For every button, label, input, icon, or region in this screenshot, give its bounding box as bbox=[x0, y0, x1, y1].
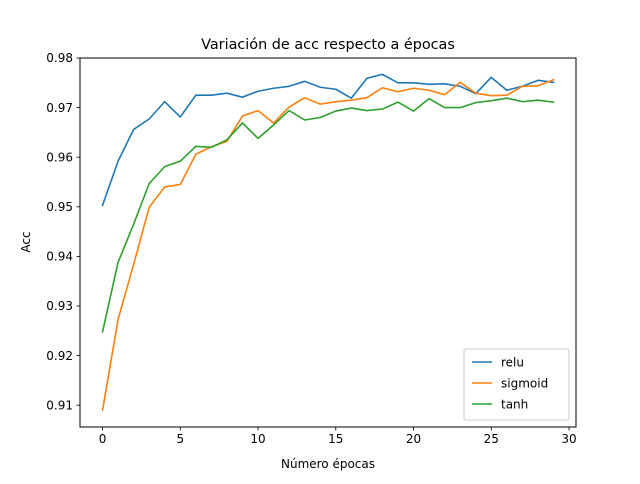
legend-label-sigmoid: sigmoid bbox=[501, 376, 548, 390]
x-tick-label: 5 bbox=[176, 432, 184, 446]
y-tick-label: 0.96 bbox=[46, 150, 73, 164]
y-tick-label: 0.98 bbox=[46, 51, 73, 65]
series-line-relu bbox=[101, 73, 555, 207]
x-axis: 0 5 10 15 20 25 30 bbox=[99, 427, 577, 446]
chart-title: Variación de acc respecto a épocas bbox=[201, 37, 455, 53]
x-tick-label: 10 bbox=[250, 432, 265, 446]
x-tick-label: 0 bbox=[99, 432, 107, 446]
series-line-tanh bbox=[101, 97, 555, 333]
y-tick-label: 0.97 bbox=[46, 101, 73, 115]
x-tick-label: 15 bbox=[328, 432, 343, 446]
legend-label-relu: relu bbox=[501, 355, 524, 369]
x-tick-label: 30 bbox=[561, 432, 576, 446]
series-line-sigmoid bbox=[101, 78, 555, 412]
y-tick-label: 0.91 bbox=[46, 398, 73, 412]
x-tick-label: 25 bbox=[484, 432, 499, 446]
plot-frame bbox=[79, 57, 577, 428]
x-axis-label: Número épocas bbox=[281, 457, 375, 471]
y-axis-label: Acc bbox=[19, 231, 33, 252]
y-tick-label: 0.95 bbox=[46, 200, 73, 214]
legend: relu sigmoid tanh bbox=[463, 348, 570, 421]
legend-box bbox=[463, 348, 570, 421]
series-layer bbox=[101, 73, 555, 412]
y-axis: 0.91 0.92 0.93 0.94 0.95 0.96 0.97 0.98 bbox=[46, 51, 80, 412]
x-tick-label: 20 bbox=[406, 432, 421, 446]
y-tick-label: 0.93 bbox=[46, 299, 73, 313]
y-tick-label: 0.92 bbox=[46, 349, 73, 363]
y-tick-label: 0.94 bbox=[46, 250, 73, 264]
legend-label-tanh: tanh bbox=[501, 397, 528, 411]
